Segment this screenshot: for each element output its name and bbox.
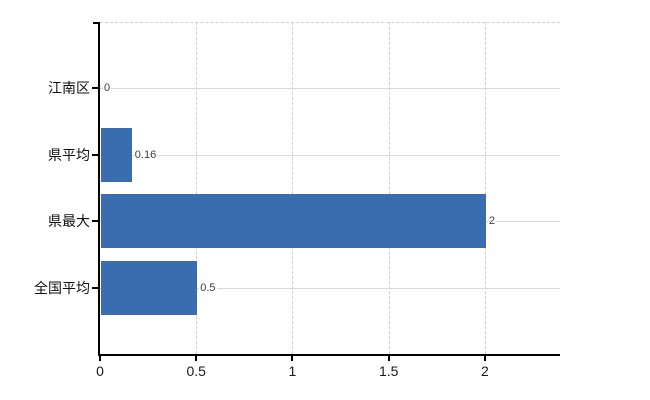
bar-value-label: 0 [103, 80, 112, 97]
bar-value-label: 2 [487, 213, 497, 230]
bar-value-label: 0.16 [133, 146, 158, 163]
vertical-gridline [388, 22, 390, 354]
bar-value-label: 0.5 [199, 279, 217, 296]
x-axis [98, 354, 560, 356]
bar [101, 194, 486, 249]
x-tick [99, 356, 101, 361]
category-label: 県平均 [48, 146, 90, 163]
x-tick [387, 356, 390, 361]
x-tick-label: 0 [96, 363, 104, 379]
x-tick-label: 0.5 [186, 363, 206, 379]
category-label: 全国平均 [34, 279, 90, 296]
y-axis [98, 22, 100, 356]
vertical-gridline [484, 22, 486, 354]
x-tick [195, 356, 198, 361]
category-label: 江南区 [48, 80, 90, 97]
row-gridline [100, 154, 560, 156]
plot-top-border [100, 22, 560, 23]
category-tick [92, 153, 100, 156]
x-tick-label: 2 [481, 363, 489, 379]
x-tick [291, 356, 294, 361]
x-tick-label: 1 [288, 363, 297, 379]
x-tick [483, 356, 486, 361]
x-tick-label: 1.5 [378, 363, 399, 379]
vertical-gridline [292, 22, 294, 354]
category-tick [92, 286, 100, 289]
row-gridline [100, 88, 560, 90]
vertical-gridline [196, 22, 198, 354]
category-tick [92, 220, 100, 223]
y-axis-cap-tick [93, 22, 100, 24]
bar [101, 127, 132, 182]
row-gridline [100, 287, 560, 289]
category-tick [92, 87, 100, 90]
bar [101, 260, 198, 315]
category-label: 県最大 [48, 213, 90, 230]
